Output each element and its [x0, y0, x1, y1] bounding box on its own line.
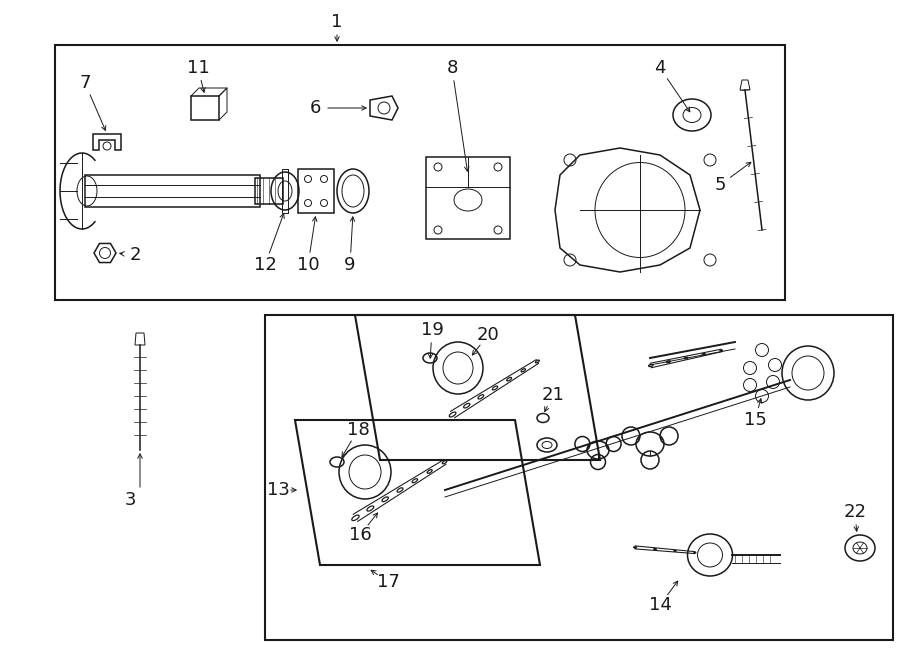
- Text: 3: 3: [124, 491, 136, 509]
- Text: 7: 7: [79, 74, 91, 92]
- Text: 8: 8: [446, 59, 458, 77]
- Bar: [85, 175, 260, 207]
- Bar: [55, 45, 785, 300]
- Text: 18: 18: [346, 421, 369, 439]
- Text: 9: 9: [344, 256, 356, 274]
- Text: 10: 10: [297, 256, 320, 274]
- Text: 16: 16: [348, 526, 372, 544]
- Bar: [191, 96, 219, 120]
- Text: 15: 15: [743, 411, 767, 429]
- Text: 11: 11: [186, 59, 210, 77]
- Bar: [298, 169, 334, 213]
- Text: 22: 22: [843, 503, 867, 521]
- Text: 5: 5: [715, 176, 725, 194]
- Bar: [426, 157, 510, 239]
- Text: 4: 4: [654, 59, 666, 77]
- Text: 12: 12: [254, 256, 276, 274]
- Text: 14: 14: [649, 596, 671, 614]
- Text: 2: 2: [130, 246, 140, 264]
- Text: 21: 21: [542, 386, 564, 404]
- Text: 19: 19: [420, 321, 444, 339]
- Bar: [265, 315, 893, 640]
- Text: 20: 20: [477, 326, 500, 344]
- Text: 17: 17: [376, 573, 400, 591]
- Text: 6: 6: [310, 99, 320, 117]
- Text: 1: 1: [331, 13, 343, 31]
- Bar: [255, 178, 283, 204]
- Bar: [282, 169, 288, 213]
- Text: 13: 13: [266, 481, 290, 499]
